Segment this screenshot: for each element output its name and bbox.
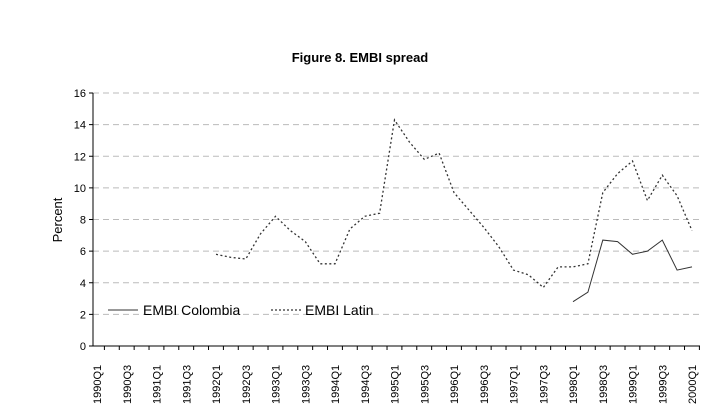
- x-tick-label: 1993Q1: [271, 365, 283, 404]
- legend-label-latin: EMBI Latin: [305, 302, 373, 318]
- x-tick-label: 1995Q3: [419, 365, 431, 404]
- y-tick-label: 8: [80, 215, 86, 227]
- chart-title: Figure 8. EMBI spread: [292, 50, 429, 65]
- x-tick-label: 1995Q1: [390, 365, 402, 404]
- y-tick-label: 4: [80, 278, 86, 290]
- y-axis-label: Percent: [50, 197, 65, 242]
- x-tick-label: 2000Q1: [687, 365, 699, 404]
- x-tick-label: 1990Q1: [92, 365, 104, 404]
- legend: EMBI Colombia EMBI Latin: [108, 302, 373, 318]
- x-tick-label: 1992Q3: [241, 365, 253, 404]
- x-tick-label: 1997Q3: [538, 365, 550, 404]
- x-tick-label: 1993Q3: [300, 365, 312, 404]
- series-line-embi-colombia: [572, 239, 693, 303]
- x-tick-label: 1996Q1: [449, 365, 461, 404]
- y-tick-label: 2: [80, 309, 86, 321]
- x-tick-label: 1992Q1: [211, 365, 223, 404]
- x-tick-label: 1994Q3: [360, 365, 372, 404]
- y-tick-label: 12: [74, 151, 86, 163]
- x-tick-label: 1994Q1: [330, 365, 342, 404]
- x-tick-label: 1991Q1: [152, 365, 164, 404]
- x-tick-label: 1999Q3: [657, 365, 669, 404]
- y-tick-label: 0: [80, 341, 86, 353]
- x-tick-label: 1998Q3: [598, 365, 610, 404]
- x-tick-label: 1998Q1: [568, 365, 580, 404]
- x-tick-label: 1996Q3: [479, 365, 491, 404]
- x-tick-label: 1990Q3: [122, 365, 134, 404]
- x-tick-label: 1999Q1: [628, 365, 640, 404]
- x-tick-label: 1991Q3: [181, 365, 193, 404]
- y-tick-label: 10: [74, 183, 86, 195]
- y-tick-label: 6: [80, 246, 86, 258]
- x-tick-label: 1997Q1: [509, 365, 521, 404]
- y-tick-label: 14: [74, 120, 86, 132]
- legend-label-colombia: EMBI Colombia: [143, 302, 240, 318]
- series-line-embi-latin: [215, 118, 693, 289]
- y-tick-label: 16: [74, 88, 86, 100]
